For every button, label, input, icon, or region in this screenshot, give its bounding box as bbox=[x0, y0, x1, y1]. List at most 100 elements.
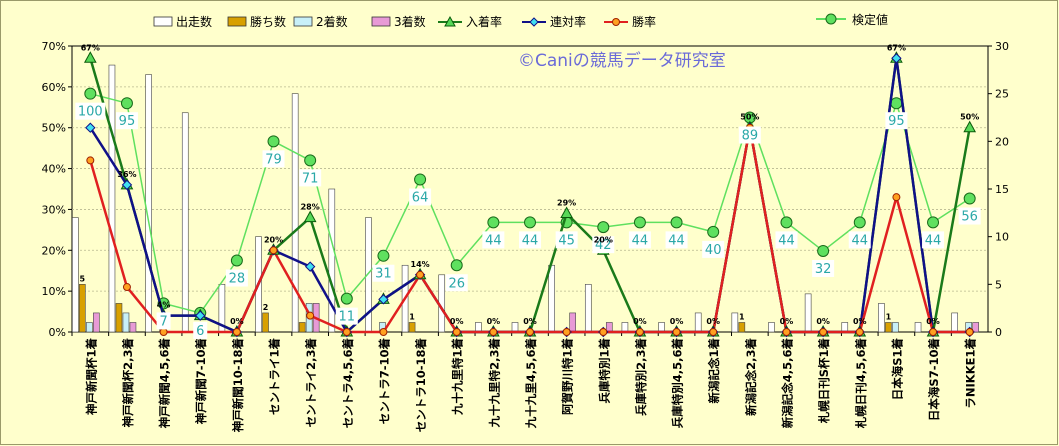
score-value-label: 26 bbox=[448, 276, 465, 291]
score-marker bbox=[120, 97, 133, 110]
score-marker bbox=[414, 173, 427, 186]
legend-label-wins: 勝ち数 bbox=[250, 14, 286, 29]
third-bar bbox=[605, 322, 613, 333]
rate-value-label: 0% bbox=[706, 317, 720, 326]
third-bar bbox=[93, 312, 100, 333]
second-bar bbox=[122, 312, 130, 333]
left-axis-tick-label: 30% bbox=[42, 203, 66, 216]
left-axis-tick-label: 0% bbox=[49, 326, 66, 339]
win-rate-marker bbox=[526, 328, 534, 336]
score-value-label-bg bbox=[193, 321, 208, 339]
rate-value-label: 0% bbox=[633, 317, 647, 326]
score-marker bbox=[304, 154, 317, 167]
score-value-label-bg bbox=[409, 188, 432, 206]
score-value-label: 71 bbox=[302, 171, 319, 186]
score-value-label: 44 bbox=[522, 233, 539, 248]
rate-value-label: 36% bbox=[117, 170, 136, 179]
top2-rate-marker bbox=[195, 310, 206, 321]
top2-rate-marker bbox=[121, 179, 133, 191]
win-rate-marker bbox=[782, 328, 791, 336]
score-value-label-bg bbox=[75, 102, 106, 120]
score-value-label: 79 bbox=[265, 152, 282, 167]
runs-bar bbox=[328, 188, 336, 333]
win-rate-marker bbox=[635, 328, 644, 336]
second-bar bbox=[892, 322, 899, 333]
win-rate-marker bbox=[709, 328, 718, 336]
wins-bar bbox=[298, 322, 306, 333]
top3-rate-marker bbox=[83, 51, 97, 63]
score-value-label: 45 bbox=[558, 233, 575, 248]
left-axis-tick-label: 40% bbox=[42, 163, 66, 176]
runs-bar bbox=[72, 217, 79, 333]
rate-value-label: 14% bbox=[411, 260, 430, 269]
rate-value-label: 28% bbox=[301, 203, 320, 212]
runs-bar bbox=[768, 322, 775, 333]
score-value-label-bg bbox=[628, 231, 651, 249]
rate-value-label: 67% bbox=[887, 43, 906, 52]
win-rate-marker bbox=[965, 328, 974, 336]
third-bar bbox=[129, 322, 137, 333]
rate-value-label: 0% bbox=[230, 317, 244, 326]
wins-bar bbox=[262, 312, 269, 333]
category-label: 九十九里特2,3着 bbox=[487, 338, 501, 428]
rate-value-label: 20% bbox=[594, 235, 613, 244]
win-rate-marker bbox=[269, 246, 278, 255]
wins-bar bbox=[408, 322, 416, 333]
runs-bar bbox=[108, 64, 116, 333]
score-value-label: 32 bbox=[815, 262, 832, 277]
category-label: 九十九里4,5,6着 bbox=[524, 338, 538, 429]
win-rate-marker bbox=[232, 328, 241, 336]
legend-label-score: 検定値 bbox=[852, 12, 888, 27]
top3-rate-marker bbox=[560, 206, 573, 219]
score-value-label-bg bbox=[115, 112, 138, 130]
top2-rate-marker bbox=[304, 261, 316, 272]
bar-value-label: 5 bbox=[80, 274, 86, 283]
category-label: 神戸新聞杯2,3着 bbox=[121, 338, 135, 427]
score-value-label-bg bbox=[885, 112, 908, 130]
gridlines bbox=[71, 45, 989, 333]
category-label: 新潟記念2,3着 bbox=[744, 338, 758, 416]
runs-bar bbox=[731, 312, 739, 333]
score-marker bbox=[707, 225, 720, 238]
score-value-label-bg bbox=[922, 231, 945, 249]
win-rate-marker bbox=[819, 328, 828, 336]
score-marker bbox=[487, 216, 500, 229]
left-axis-tick-label: 70% bbox=[42, 40, 66, 53]
plot-area bbox=[71, 45, 989, 333]
top3-rate-marker bbox=[303, 210, 317, 223]
legend-swatch-wins bbox=[227, 16, 247, 27]
top3-rate-marker bbox=[963, 120, 977, 133]
category-label: 札幌日刊4,5,6着 bbox=[854, 338, 868, 429]
right-axis-tick-label: 0 bbox=[995, 326, 1002, 339]
score-value-label-bg bbox=[775, 231, 798, 249]
score-marker bbox=[817, 244, 830, 257]
right-axis-tick-label: 30 bbox=[995, 40, 1009, 53]
bar-value-label: 1 bbox=[886, 312, 892, 321]
win-rate-marker bbox=[599, 328, 608, 336]
category-label: セントラ7-10着 bbox=[377, 338, 391, 424]
score-value-label-bg bbox=[555, 231, 578, 249]
legend-swatch-runs bbox=[153, 16, 173, 27]
score-value-label-bg bbox=[702, 240, 725, 258]
score-value-label: 42 bbox=[595, 238, 612, 253]
win-rate-marker bbox=[342, 328, 351, 336]
legend-marker-top2_rate bbox=[529, 17, 539, 27]
category-label: セントラ10-18着 bbox=[414, 338, 428, 432]
third-bar bbox=[972, 322, 979, 333]
rate-value-label: 0% bbox=[926, 317, 940, 326]
score-marker bbox=[890, 97, 903, 110]
score-value-label: 64 bbox=[412, 190, 429, 205]
category-label: 日本海S7-10着 bbox=[927, 338, 941, 421]
score-marker bbox=[340, 292, 353, 305]
legend-label-win_rate: 勝率 bbox=[632, 14, 656, 29]
score-value-label: 40 bbox=[705, 243, 722, 258]
left-axis-tick-label: 10% bbox=[42, 285, 66, 298]
right-axis-tick-label: 25 bbox=[995, 88, 1009, 101]
win-rate-marker bbox=[892, 193, 901, 202]
score-value-label: 56 bbox=[961, 210, 978, 225]
score-marker bbox=[230, 254, 243, 267]
rate-value-label: 50% bbox=[960, 113, 979, 122]
category-label: 神戸新聞7-10着 bbox=[194, 338, 208, 424]
category-label: 新潟記念1着 bbox=[707, 338, 721, 404]
